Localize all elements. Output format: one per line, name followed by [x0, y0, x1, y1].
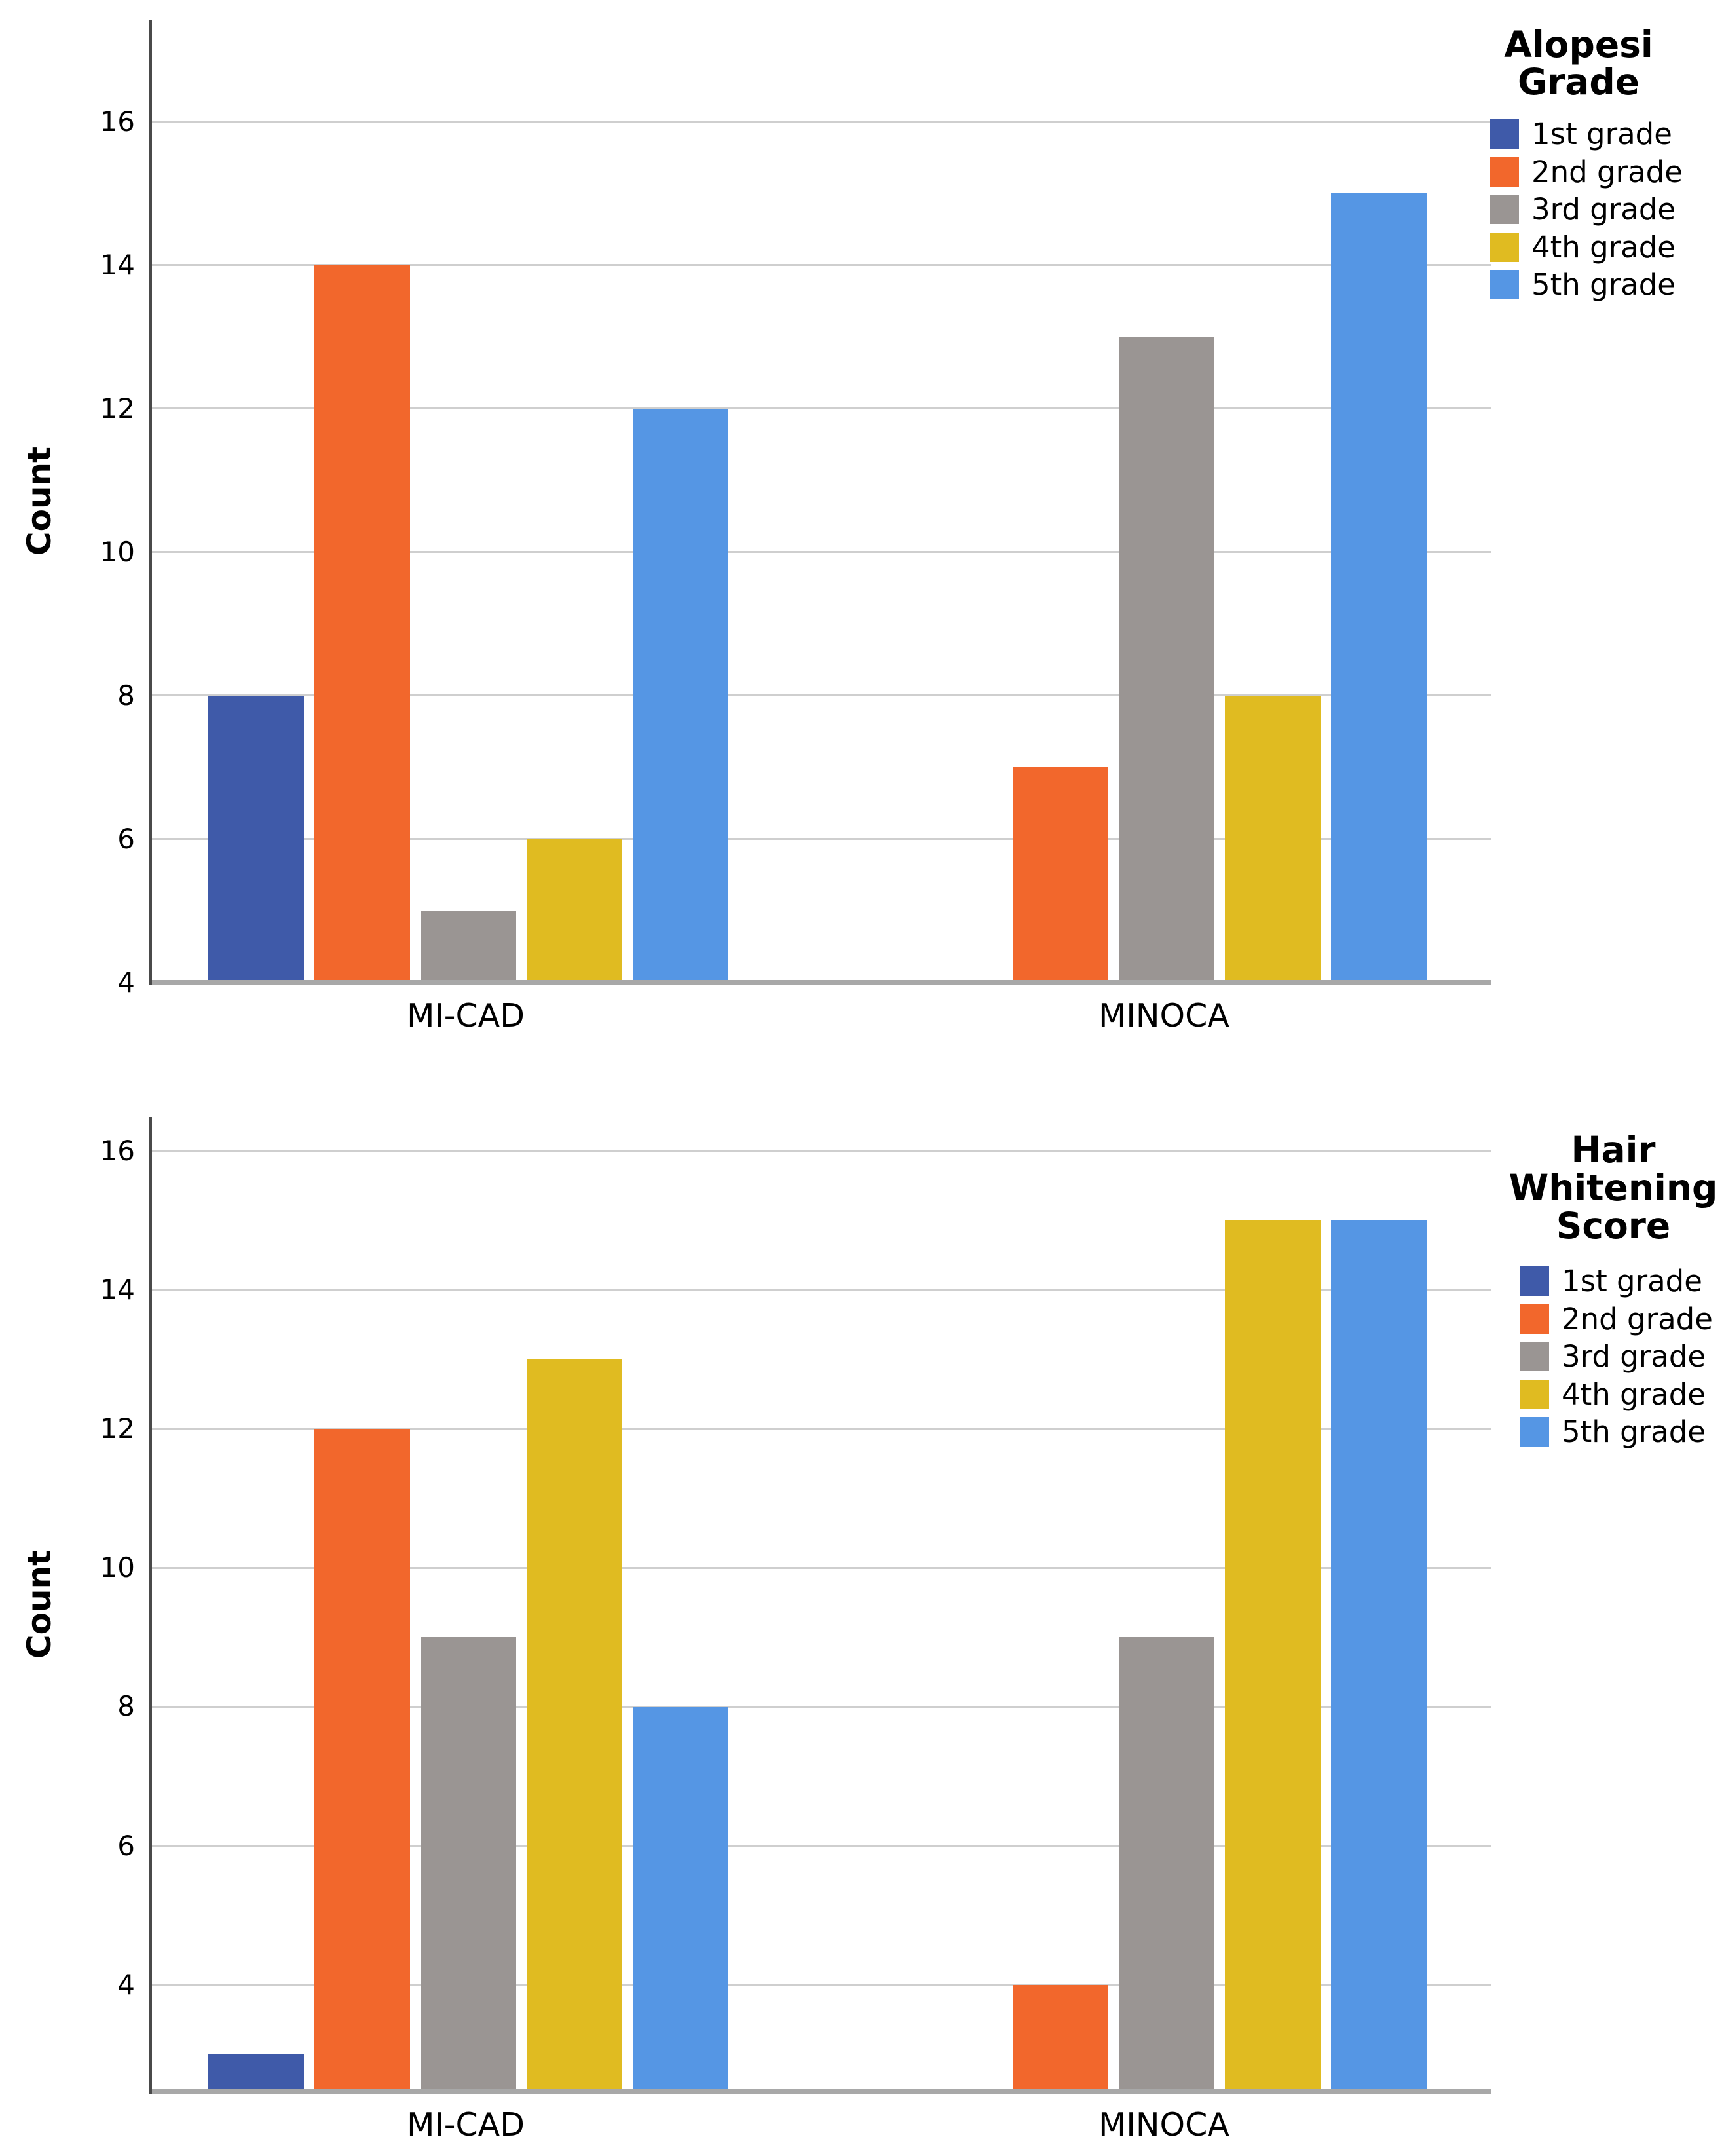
legend-title-line: Alopesi: [1504, 24, 1653, 66]
gridline-y-10: [152, 551, 1491, 554]
legend-item-label: 1st grade: [1562, 1264, 1702, 1298]
y-tick-label: 4: [117, 966, 135, 998]
y-tick-label: 12: [100, 1412, 135, 1445]
gridline-y-8: [152, 1705, 1491, 1708]
legend-color-swatch-5th-grade: [1520, 1417, 1549, 1447]
bar-mi-cad-3rd-grade: [421, 1637, 516, 2092]
gridline-y-14: [152, 1289, 1491, 1291]
y-tick-label: 6: [117, 1829, 135, 1862]
legend-item-label: 4th grade: [1531, 229, 1676, 265]
y-tick-label: 8: [117, 1690, 135, 1723]
legend-item-label: 2nd grade: [1531, 154, 1683, 189]
bar-minoca-3rd-grade: [1119, 1637, 1214, 2092]
gridline-y-14: [152, 264, 1491, 267]
y-tick-label: 10: [100, 1551, 135, 1584]
gridline-y-10: [152, 1566, 1491, 1569]
y-axis-title: Count: [20, 446, 58, 556]
x-category-label-mi-cad: MI-CAD: [407, 2106, 525, 2144]
gridline-y-12: [152, 1428, 1491, 1430]
bar-mi-cad-1st-grade: [208, 2054, 304, 2092]
legend-color-swatch-3rd-grade: [1520, 1342, 1549, 1371]
bar-mi-cad-5th-grade: [633, 408, 728, 983]
legend-color-swatch-5th-grade: [1490, 270, 1519, 299]
y-tick-label: 14: [100, 248, 135, 281]
bar-mi-cad-2nd-grade: [314, 1429, 410, 2092]
bar-minoca-2nd-grade: [1013, 1984, 1108, 2092]
x-category-label-minoca: MINOCA: [1098, 2106, 1229, 2144]
x-axis-baseline: [149, 2089, 1491, 2094]
x-category-label-mi-cad: MI-CAD: [407, 997, 525, 1034]
y-tick-label: 4: [117, 1968, 135, 2001]
y-tick-label: 6: [117, 822, 135, 855]
gridline-y-16: [152, 1150, 1491, 1152]
legend-color-swatch-1st-grade: [1520, 1266, 1549, 1296]
y-tick-label: 12: [100, 392, 135, 425]
legend-color-swatch-3rd-grade: [1490, 195, 1519, 224]
y-axis-title: Count: [20, 1549, 58, 1659]
gridline-y-16: [152, 121, 1491, 123]
y-tick-label: 8: [117, 679, 135, 711]
legend-item-label: 5th grade: [1531, 267, 1676, 302]
y-tick-label: 14: [100, 1274, 135, 1306]
bar-mi-cad-1st-grade: [208, 695, 304, 983]
gridline-y-8: [152, 694, 1491, 697]
bar-minoca-5th-grade: [1331, 1220, 1427, 2092]
legend-color-swatch-1st-grade: [1490, 119, 1519, 149]
legend-title-line: Score: [1556, 1205, 1671, 1247]
legend-title-line: Grade: [1517, 61, 1640, 103]
legend-item-label: 4th grade: [1562, 1376, 1706, 1412]
bar-mi-cad-5th-grade: [633, 1707, 728, 2092]
y-axis-line: [149, 20, 152, 985]
gridline-y-12: [152, 407, 1491, 410]
gridline-y-6: [152, 838, 1491, 841]
legend-item-label: 5th grade: [1562, 1414, 1706, 1449]
y-tick-label: 10: [100, 535, 135, 568]
legend-title-line: Hair: [1571, 1129, 1656, 1171]
legend-color-swatch-4th-grade: [1490, 232, 1519, 262]
bar-minoca-3rd-grade: [1119, 337, 1214, 983]
bar-minoca-4th-grade: [1225, 695, 1321, 983]
y-axis-line: [149, 1117, 152, 2094]
bar-minoca-4th-grade: [1225, 1220, 1321, 2092]
bar-mi-cad-3rd-grade: [421, 911, 516, 983]
bar-mi-cad-4th-grade: [527, 1359, 622, 2092]
x-category-label-minoca: MINOCA: [1098, 997, 1229, 1034]
bar-mi-cad-4th-grade: [527, 839, 622, 983]
legend-color-swatch-2nd-grade: [1520, 1304, 1549, 1334]
y-tick-label: 16: [100, 105, 135, 138]
legend-color-swatch-4th-grade: [1520, 1379, 1549, 1409]
legend-title-line: Whitening: [1508, 1167, 1718, 1209]
gridline-y-4: [152, 1984, 1491, 1986]
legend-color-swatch-2nd-grade: [1490, 157, 1519, 187]
x-axis-baseline: [149, 980, 1491, 985]
gridline-y-6: [152, 1845, 1491, 1847]
y-tick-label: 16: [100, 1134, 135, 1167]
legend-item-label: 2nd grade: [1562, 1301, 1713, 1336]
bar-minoca-2nd-grade: [1013, 767, 1108, 983]
bar-mi-cad-2nd-grade: [314, 265, 410, 983]
legend-item-label: 3rd grade: [1531, 192, 1676, 227]
legend-item-label: 3rd grade: [1562, 1339, 1706, 1374]
legend-item-label: 1st grade: [1531, 117, 1672, 151]
bar-minoca-5th-grade: [1331, 193, 1427, 983]
